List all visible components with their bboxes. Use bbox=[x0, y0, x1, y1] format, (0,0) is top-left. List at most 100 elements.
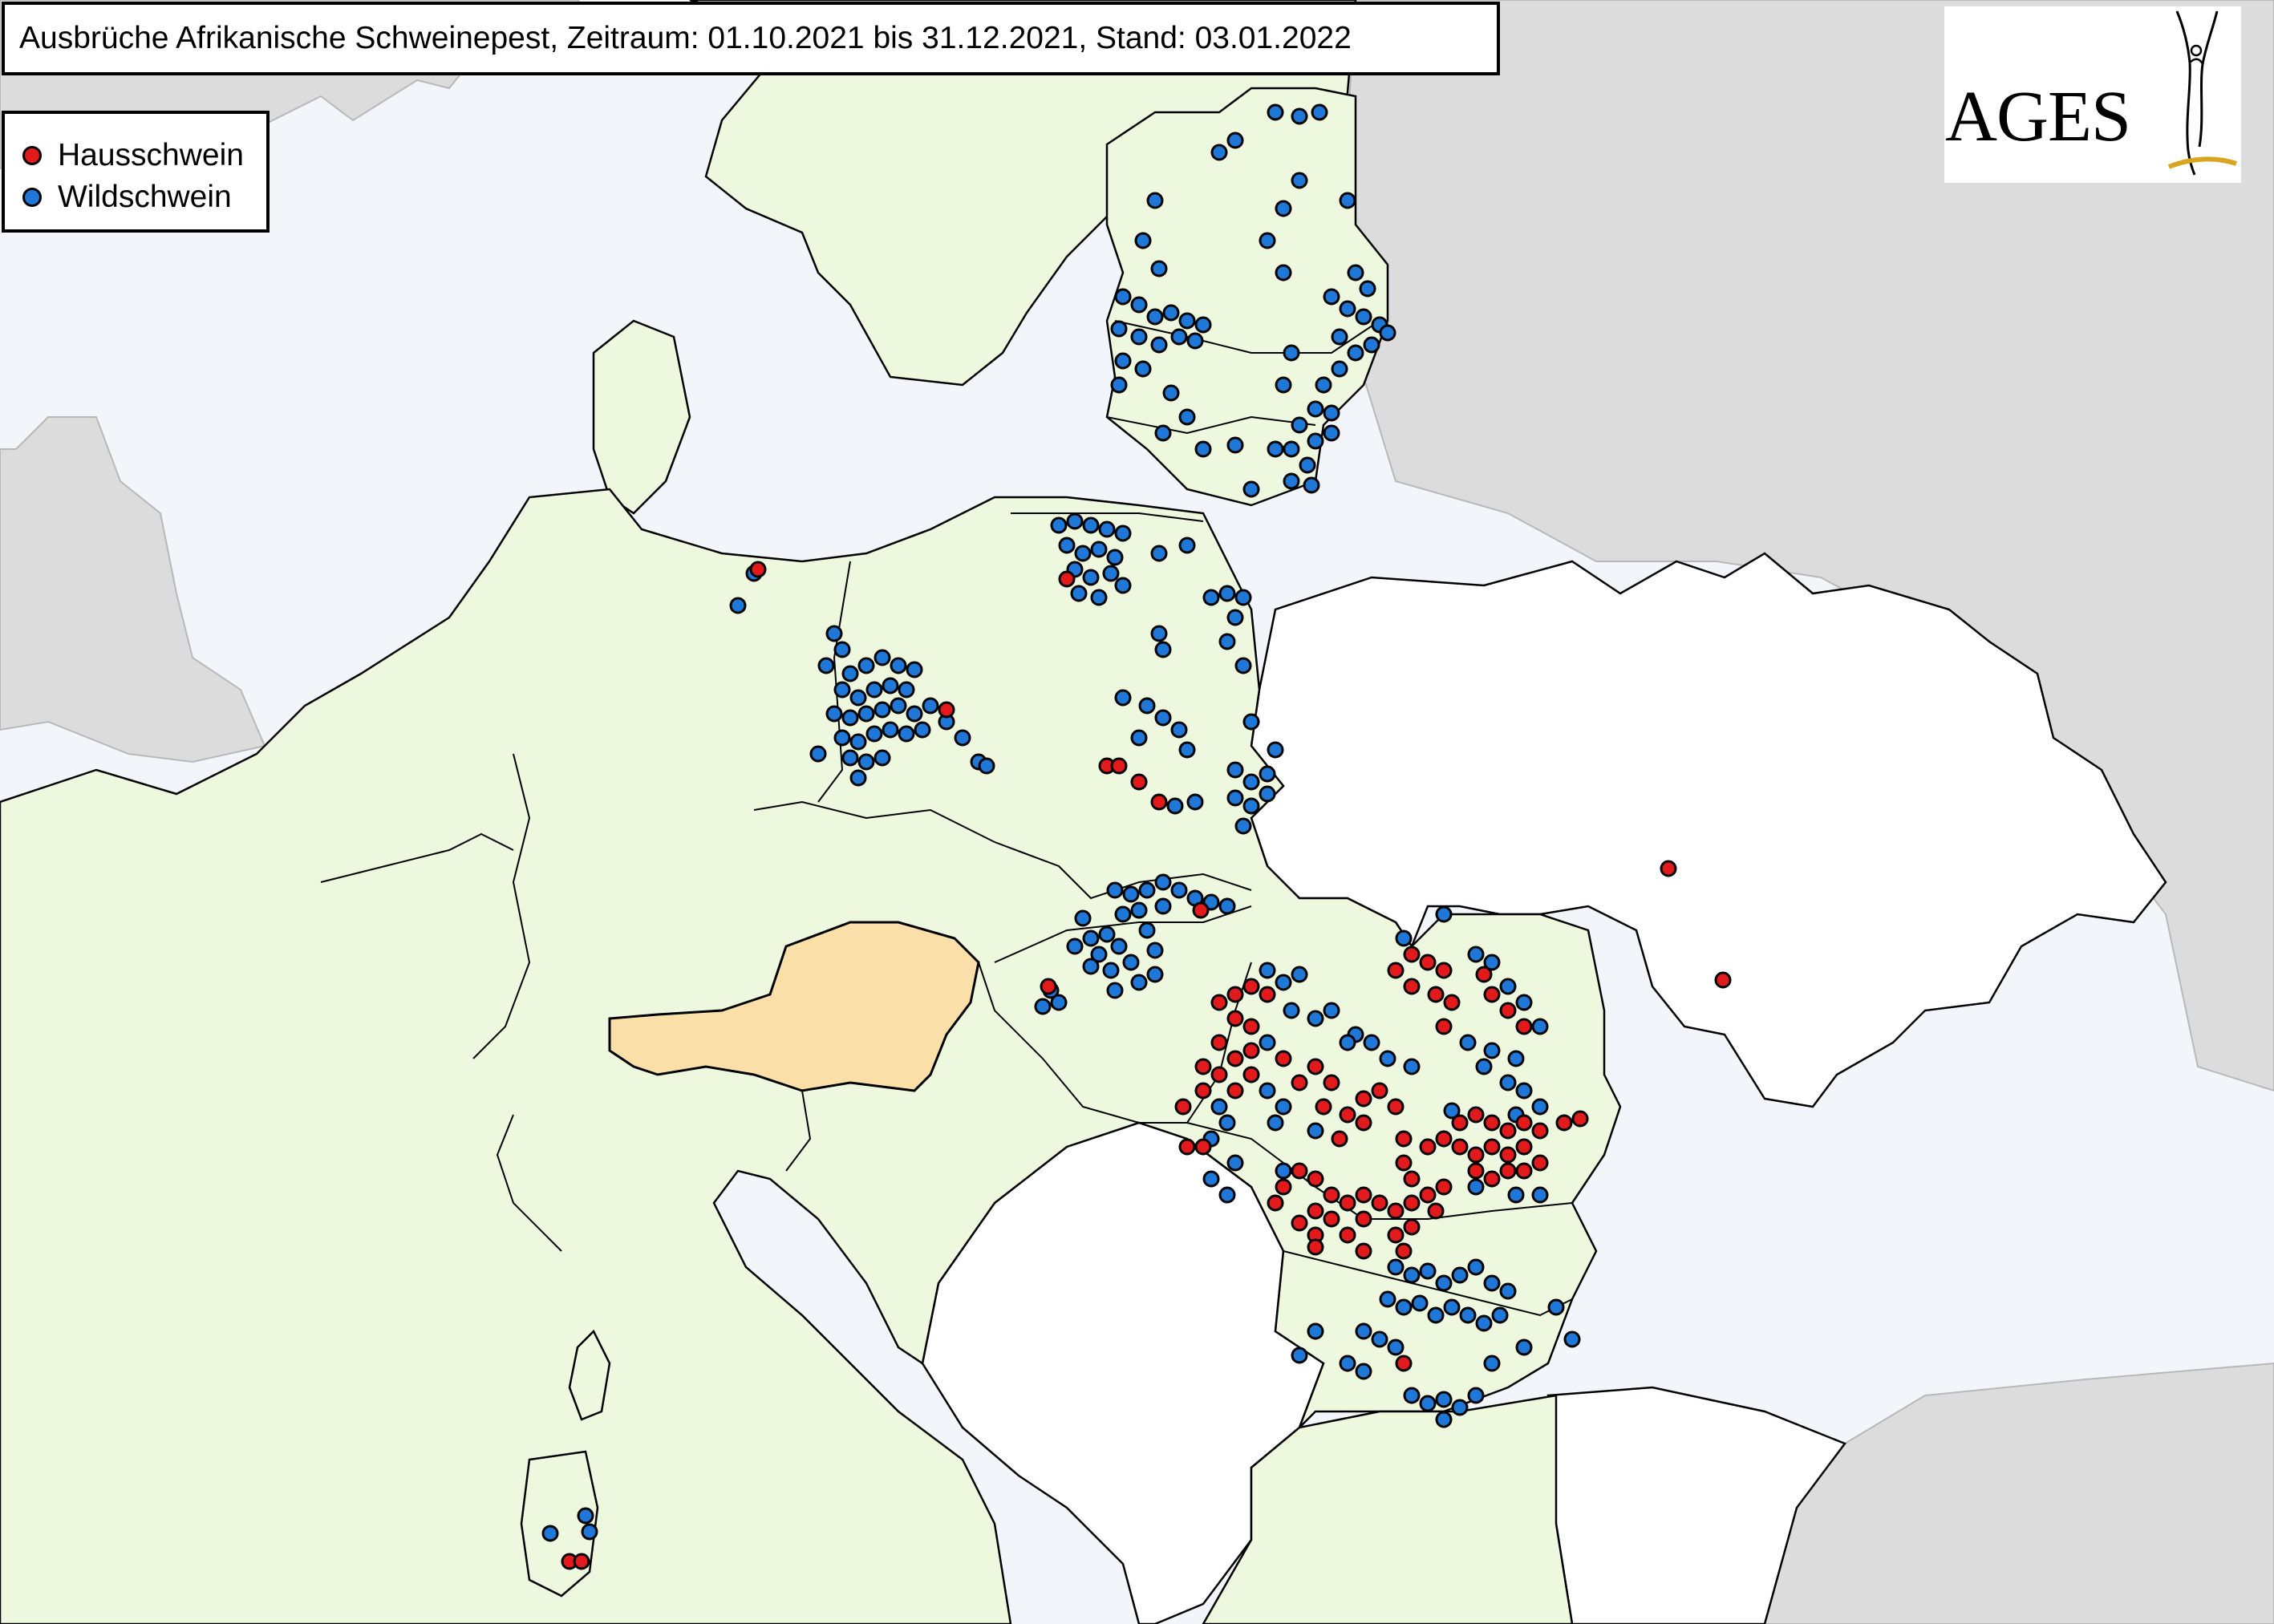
outbreak-point bbox=[978, 757, 995, 775]
outbreak-point bbox=[1114, 352, 1132, 370]
outbreak-point bbox=[1395, 1242, 1413, 1260]
outbreak-point bbox=[1355, 1242, 1372, 1260]
outbreak-point bbox=[1114, 524, 1132, 542]
outbreak-point bbox=[1162, 304, 1180, 322]
outbreak-point bbox=[1547, 1298, 1565, 1316]
outbreak-point bbox=[1467, 946, 1485, 963]
outbreak-point bbox=[1403, 1058, 1421, 1075]
legend: Hausschwein Wildschwein bbox=[2, 111, 270, 233]
outbreak-point bbox=[1435, 1274, 1453, 1292]
outbreak-point bbox=[1114, 577, 1132, 594]
outbreak-point bbox=[1098, 520, 1116, 538]
outbreak-point bbox=[1275, 264, 1292, 281]
outbreak-point bbox=[1242, 1018, 1260, 1035]
outbreak-point bbox=[1218, 897, 1236, 915]
outbreak-point bbox=[1110, 757, 1128, 775]
outbreak-point bbox=[1475, 966, 1493, 983]
outbreak-point bbox=[1259, 785, 1276, 803]
outbreak-point bbox=[1170, 721, 1188, 739]
outbreak-point bbox=[1275, 376, 1292, 394]
denmark bbox=[592, 319, 691, 515]
outbreak-point bbox=[1435, 1411, 1453, 1428]
outbreak-point bbox=[1395, 1298, 1413, 1316]
outbreak-point bbox=[1226, 436, 1244, 454]
outbreak-point bbox=[1218, 633, 1236, 650]
outbreak-point bbox=[1102, 565, 1120, 582]
outbreak-point bbox=[1419, 1262, 1437, 1280]
outbreak-point bbox=[1531, 1122, 1549, 1140]
outbreak-point bbox=[954, 729, 971, 747]
outbreak-point bbox=[906, 661, 923, 678]
outbreak-point bbox=[1122, 954, 1140, 971]
outbreak-point bbox=[1451, 1138, 1469, 1156]
outbreak-point bbox=[1387, 1338, 1405, 1356]
outbreak-point bbox=[1315, 376, 1332, 394]
outbreak-point bbox=[1130, 729, 1148, 747]
outbreak-point bbox=[1355, 1090, 1372, 1108]
outbreak-point bbox=[1307, 1122, 1324, 1140]
outbreak-point bbox=[1359, 280, 1376, 298]
outbreak-point bbox=[1267, 440, 1284, 458]
legend-item-wildschwein: Wildschwein bbox=[22, 176, 266, 218]
outbreak-point bbox=[1034, 998, 1052, 1015]
outbreak-point bbox=[1178, 1138, 1196, 1156]
outbreak-point bbox=[1210, 1066, 1228, 1083]
outbreak-point bbox=[833, 729, 851, 747]
outbreak-point bbox=[1387, 1202, 1405, 1220]
outbreak-point bbox=[1242, 1042, 1260, 1059]
austria bbox=[608, 921, 980, 1092]
outbreak-point bbox=[1515, 994, 1533, 1011]
outbreak-point bbox=[1090, 589, 1108, 606]
outbreak-point bbox=[1283, 1002, 1300, 1019]
outbreak-point bbox=[849, 689, 867, 707]
blue-dot-icon bbox=[22, 188, 42, 207]
outbreak-point bbox=[898, 725, 915, 743]
outbreak-point bbox=[1323, 288, 1340, 306]
outbreak-point bbox=[1427, 1202, 1445, 1220]
outbreak-point bbox=[1339, 1355, 1356, 1372]
outbreak-point bbox=[1275, 1162, 1292, 1180]
outbreak-point bbox=[1234, 589, 1252, 606]
outbreak-point bbox=[914, 721, 931, 739]
outbreak-point bbox=[1307, 1058, 1324, 1075]
outbreak-point bbox=[1150, 260, 1168, 277]
outbreak-point bbox=[1379, 1290, 1396, 1308]
outbreak-point bbox=[882, 677, 899, 695]
outbreak-point bbox=[874, 749, 891, 767]
outbreak-point bbox=[1355, 308, 1372, 326]
outbreak-point bbox=[841, 709, 859, 727]
outbreak-point bbox=[1331, 1130, 1348, 1148]
outbreak-point bbox=[1082, 516, 1100, 534]
outbreak-point bbox=[1122, 885, 1140, 903]
outbreak-point bbox=[1499, 1122, 1517, 1140]
outbreak-point bbox=[1154, 424, 1172, 442]
outbreak-point bbox=[1291, 416, 1308, 434]
outbreak-point bbox=[1467, 1178, 1485, 1196]
outbreak-point bbox=[1467, 1106, 1485, 1124]
outbreak-point bbox=[1483, 1355, 1501, 1372]
outbreak-point bbox=[1242, 773, 1260, 791]
outbreak-point bbox=[1154, 873, 1172, 891]
outbreak-point bbox=[1146, 308, 1164, 326]
outbreak-point bbox=[1395, 1154, 1413, 1172]
outbreak-point bbox=[1050, 994, 1068, 1011]
outbreak-point bbox=[1138, 881, 1156, 899]
outbreak-point bbox=[1110, 938, 1128, 955]
outbreak-point bbox=[1483, 1170, 1501, 1188]
outbreak-point bbox=[1555, 1114, 1573, 1132]
outbreak-point bbox=[1134, 360, 1152, 378]
outbreak-point bbox=[1186, 793, 1204, 811]
outbreak-point bbox=[1467, 1146, 1485, 1164]
outbreak-point bbox=[1339, 1034, 1356, 1051]
outbreak-point bbox=[1210, 1034, 1228, 1051]
outbreak-point bbox=[1483, 1042, 1501, 1059]
outbreak-point bbox=[1371, 1082, 1388, 1100]
outbreak-point bbox=[1150, 793, 1168, 811]
outbreak-point bbox=[898, 681, 915, 699]
outbreak-point bbox=[1066, 938, 1084, 955]
outbreak-point bbox=[1242, 978, 1260, 995]
outbreak-point bbox=[577, 1507, 594, 1525]
outbreak-point bbox=[1403, 978, 1421, 995]
outbreak-point bbox=[922, 697, 939, 715]
